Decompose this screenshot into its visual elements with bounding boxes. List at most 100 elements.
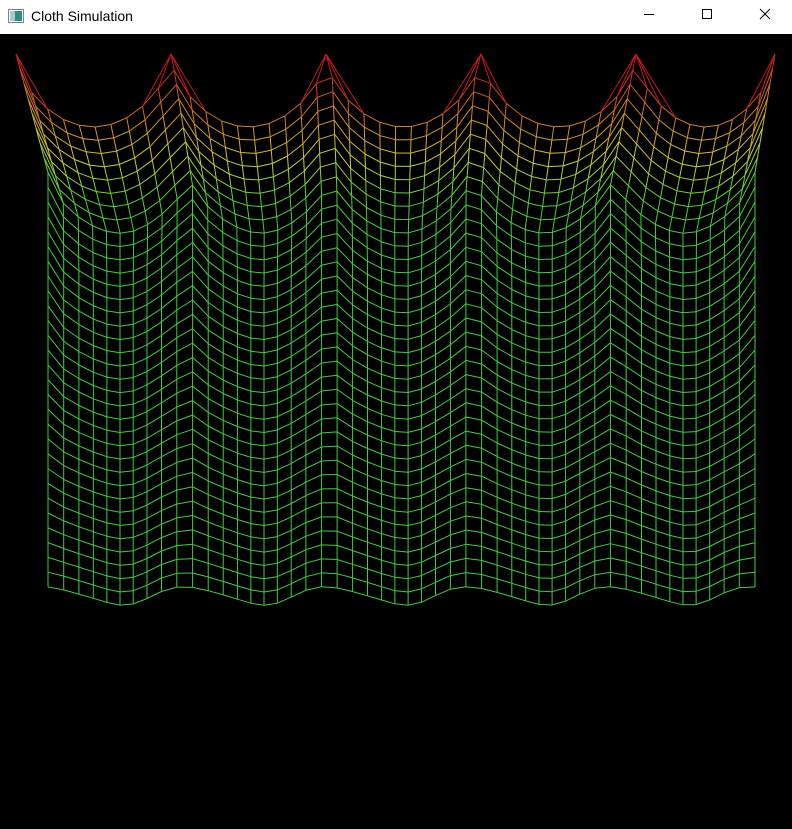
cloth-spring (290, 427, 307, 438)
title-bar[interactable]: Cloth Simulation (0, 0, 792, 34)
cloth-spring (410, 161, 426, 167)
cloth-spring (525, 255, 540, 260)
cloth-spring (127, 204, 132, 218)
cloth-spring (207, 302, 224, 314)
cloth-spring (106, 350, 121, 354)
cloth-spring (78, 229, 94, 240)
cloth-spring (234, 213, 238, 228)
cloth-spring (695, 372, 710, 379)
cloth-spring (287, 169, 290, 183)
cloth-spring (567, 133, 584, 140)
cloth-spring (684, 150, 699, 154)
cloth-spring (236, 125, 240, 140)
cloth-spring (367, 461, 382, 468)
cloth-spring (625, 393, 642, 405)
cloth-spring (381, 360, 396, 366)
cloth-spring (146, 267, 162, 279)
cloth-spring (669, 534, 684, 539)
cloth-spring (438, 167, 441, 181)
cloth-spring (408, 215, 423, 221)
cloth-spring (352, 263, 368, 275)
cloth-spring (209, 138, 213, 152)
cloth-spring (625, 366, 642, 378)
cloth-spring (658, 106, 662, 120)
cloth-spring (450, 275, 467, 291)
cloth-spring (39, 119, 56, 137)
cloth-spring (237, 333, 252, 339)
maximize-button[interactable] (684, 0, 730, 31)
cloth-spring (465, 303, 482, 309)
cloth-spring (695, 599, 710, 606)
minimize-button[interactable] (626, 0, 672, 31)
cloth-spring (605, 137, 610, 152)
cloth-spring (481, 237, 498, 254)
cloth-spring (366, 233, 382, 243)
cloth-spring (379, 121, 396, 127)
cloth-spring (699, 212, 714, 219)
cloth-spring (565, 312, 581, 322)
cloth-spring (641, 322, 657, 332)
close-button[interactable] (742, 0, 788, 31)
cloth-spring (192, 471, 209, 482)
cloth-spring (749, 113, 766, 148)
cloth-spring (629, 70, 634, 85)
cloth-spring (739, 527, 756, 534)
cloth-spring (737, 135, 742, 150)
cloth-spring (198, 151, 202, 166)
cloth-spring (552, 227, 567, 233)
cloth-spring (119, 297, 134, 301)
cloth-spring (481, 251, 498, 267)
cloth-spring (657, 197, 661, 212)
cloth-spring (423, 180, 439, 190)
cloth-spring (534, 136, 537, 151)
cloth-spring (682, 444, 697, 446)
cloth-spring (452, 167, 455, 182)
cloth-spring (529, 176, 533, 190)
cloth-spring (257, 163, 273, 168)
cloth-spring (336, 431, 353, 442)
cloth-spring (63, 216, 79, 231)
cloth-spring (39, 142, 45, 158)
cloth-spring (641, 457, 657, 465)
cloth-spring (435, 249, 451, 262)
cloth-spring (579, 246, 596, 260)
cloth-spring (695, 479, 710, 486)
cloth-spring (481, 475, 498, 485)
cloth-spring (336, 318, 353, 333)
simulation-canvas-area[interactable] (0, 34, 792, 829)
cloth-spring (352, 277, 368, 289)
cloth-spring (655, 543, 670, 550)
cloth-spring (435, 303, 451, 316)
cloth-spring (727, 189, 731, 204)
cloth-spring (51, 161, 68, 177)
cloth-spring (263, 296, 278, 301)
cloth-spring (723, 545, 740, 553)
cloth-spring (273, 168, 289, 178)
cloth-spring (625, 199, 642, 215)
cloth-spring (421, 247, 437, 257)
cloth-spring (757, 68, 773, 107)
cloth-spring (336, 374, 353, 388)
cloth-spring (241, 165, 245, 180)
cloth-spring (305, 474, 322, 483)
cloth-spring (672, 130, 688, 139)
cloth-spring (99, 204, 114, 208)
cloth-spring (106, 548, 121, 553)
cloth-spring (365, 193, 381, 203)
cloth-spring (380, 214, 395, 220)
cloth-spring (146, 456, 162, 466)
cloth-spring (503, 130, 520, 143)
cloth-spring (625, 282, 642, 297)
cloth-spring (641, 403, 657, 412)
cloth-spring (407, 281, 422, 287)
cloth-spring (551, 427, 566, 433)
cloth-spring (367, 555, 382, 561)
cloth-spring (187, 156, 204, 180)
cloth-spring (450, 402, 467, 414)
cloth-spring (682, 311, 697, 314)
cloth-spring (511, 449, 526, 456)
cloth-spring (223, 540, 238, 547)
cloth-spring (435, 493, 451, 503)
cloth-spring (723, 435, 740, 446)
cloth-spring (133, 397, 148, 405)
